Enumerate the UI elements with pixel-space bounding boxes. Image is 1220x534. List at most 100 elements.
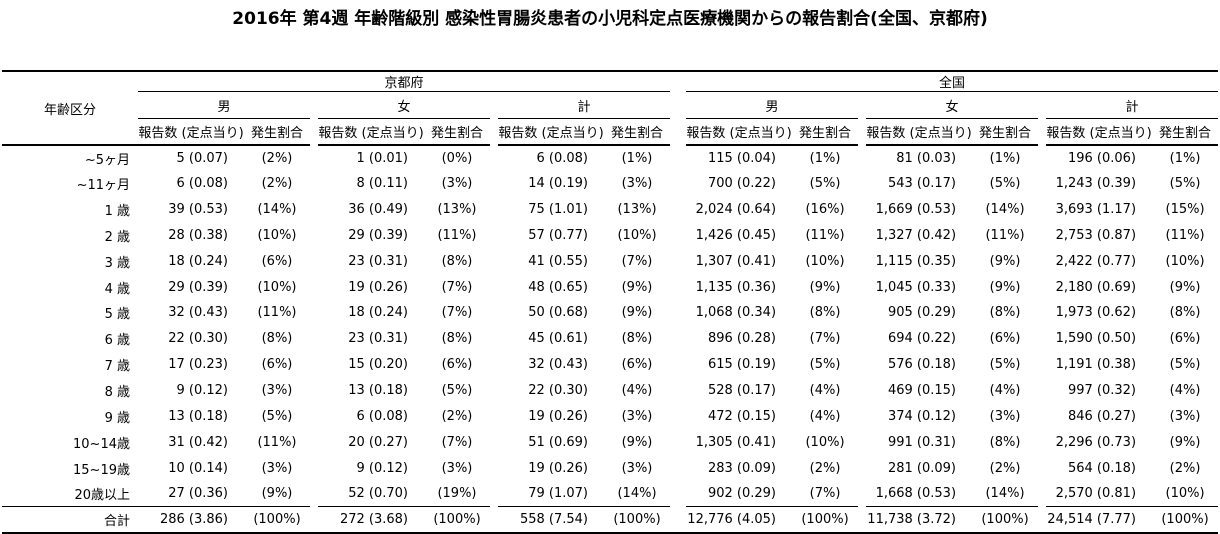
region-header-national: 全国 (686, 71, 1219, 92)
column-spacer (858, 197, 866, 223)
reports-cell: 469 (0.15) (887, 383, 957, 399)
ratio-header: 発生割合 (972, 118, 1039, 146)
reports-cell: 283 (0.09) (707, 460, 777, 476)
ratio-header: 発生割合 (792, 118, 859, 146)
percent-cell: (11%) (985, 227, 1025, 243)
column-spacer (310, 507, 318, 533)
sex-header-female-kyoto: 女 (318, 91, 490, 119)
ratio-header: 発生割合 (1152, 118, 1219, 146)
percent-cell: (3%) (621, 408, 653, 424)
reports-cell: 1,669 (0.53) (875, 202, 957, 218)
age-label: 5 歳 (104, 307, 130, 323)
table-row: 7 歳 17 (0.23) (6%) 15 (0.20) (6%) 32 (0.43) (6… (2, 352, 1218, 378)
column-spacer (1038, 223, 1046, 249)
column-spacer (1038, 171, 1046, 197)
column-spacer (670, 507, 686, 533)
reports-cell: 32 (0.43) (528, 357, 588, 373)
table-row: ~5ヶ月 5 (0.07) (2%) 1 (0.01) (0%) 6 (0.08) (1%)… (2, 145, 1218, 171)
table-row: ~11ヶ月 6 (0.08) (2%) 8 (0.11) (3%) 14 (0.19) (3… (2, 171, 1218, 197)
reports-cell: 2,024 (0.64) (695, 202, 777, 218)
column-spacer (670, 145, 686, 171)
percent-cell: (3%) (261, 383, 293, 399)
reports-cell: 576 (0.18) (887, 357, 957, 373)
percent-cell: (3%) (441, 460, 473, 476)
percent-cell: (5%) (261, 408, 293, 424)
percent-cell: (0%) (441, 150, 473, 166)
percent-cell: (15%) (1165, 202, 1205, 218)
column-spacer (670, 352, 686, 378)
column-spacer (670, 481, 686, 507)
reports-cell: 32 (0.43) (168, 305, 228, 321)
reports-cell: 11,738 (3.72) (866, 506, 973, 533)
reports-cell: 694 (0.22) (887, 331, 957, 347)
reports-cell: 896 (0.28) (707, 331, 777, 347)
reports-cell: 9 (0.12) (356, 460, 409, 476)
percent-cell: (5%) (989, 357, 1021, 373)
column-spacer (310, 274, 318, 300)
reports-cell: 81 (0.03) (896, 150, 957, 166)
percent-cell: (14%) (985, 202, 1025, 218)
column-spacer (310, 197, 318, 223)
percent-cell: (3%) (441, 176, 473, 192)
reports-cell: 1,327 (0.42) (875, 227, 957, 243)
reports-cell: 45 (0.61) (528, 331, 588, 347)
percent-cell: (8%) (441, 253, 473, 269)
percent-cell: (16%) (805, 202, 845, 218)
age-label: 7 歳 (104, 359, 130, 375)
column-spacer (490, 171, 498, 197)
age-label: 15~19歳 (73, 462, 130, 478)
column-spacer (1038, 378, 1046, 404)
ratio-header: 発生割合 (604, 118, 671, 146)
reports-cell: 1,068 (0.34) (695, 305, 777, 321)
percent-cell: (11%) (257, 305, 297, 321)
table-row: 8 歳 9 (0.12) (3%) 13 (0.18) (5%) 22 (0.30) (4%… (2, 378, 1218, 404)
reports-cell: 1,590 (0.50) (1055, 331, 1137, 347)
percent-cell: (14%) (617, 486, 657, 502)
percent-cell: (6%) (621, 357, 653, 373)
column-spacer (858, 274, 866, 300)
column-spacer (310, 300, 318, 326)
reports-cell: 9 (0.12) (176, 383, 229, 399)
column-spacer (310, 171, 318, 197)
percent-cell: (11%) (1165, 227, 1205, 243)
age-label: 8 歳 (104, 385, 130, 401)
column-spacer (1038, 274, 1046, 300)
reports-cell: 23 (0.31) (348, 253, 408, 269)
reports-cell: 6 (0.08) (536, 150, 589, 166)
reports-cell: 52 (0.70) (348, 486, 408, 502)
percent-cell: (1%) (809, 150, 841, 166)
percent-cell: (8%) (809, 305, 841, 321)
reports-cell: 20 (0.27) (348, 434, 408, 450)
reports-cell: 29 (0.39) (348, 227, 408, 243)
reports-cell: 374 (0.12) (887, 408, 957, 424)
reports-cell: 615 (0.19) (707, 357, 777, 373)
percent-cell: (1%) (989, 150, 1021, 166)
percent-cell: (14%) (985, 486, 1025, 502)
percent-cell: (7%) (441, 434, 473, 450)
percent-cell: (9%) (989, 253, 1021, 269)
reports-cell: 1,115 (0.35) (875, 253, 957, 269)
table-row: 1 歳 39 (0.53) (14%) 36 (0.49) (13%) 75 (1.01)… (2, 197, 1218, 223)
column-spacer (670, 429, 686, 455)
table-row: 6 歳 22 (0.30) (8%) 23 (0.31) (8%) 45 (0.61) (8… (2, 326, 1218, 352)
total-row: 合計 286 (3.86) (100%) 272 (3.68) (100%) 558 (7… (2, 506, 1219, 533)
reports-cell: 2,180 (0.69) (1055, 279, 1137, 295)
reports-cell: 41 (0.55) (528, 253, 588, 269)
reports-cell: 2,570 (0.81) (1055, 486, 1137, 502)
column-spacer (670, 274, 686, 300)
percent-cell: (6%) (989, 331, 1021, 347)
reports-cell: 14 (0.19) (528, 176, 588, 192)
age-label: 1 歳 (104, 204, 130, 220)
sex-header-row: 男 女 計 男 女 計 (2, 91, 1219, 119)
column-spacer (310, 145, 318, 171)
percent-cell: (7%) (809, 331, 841, 347)
column-spacer (490, 145, 498, 171)
metric-header-row: 報告数 (定点当り) 発生割合 報告数 (定点当り) 発生割合 報告数 (定点当… (2, 118, 1219, 146)
column-spacer (310, 92, 318, 146)
percent-cell: (3%) (989, 408, 1021, 424)
reports-cell: 846 (0.27) (1067, 408, 1137, 424)
column-spacer (670, 248, 686, 274)
percent-cell: (8%) (989, 305, 1021, 321)
percent-cell: (4%) (989, 383, 1021, 399)
reports-header: 報告数 (定点当り) (686, 118, 793, 146)
